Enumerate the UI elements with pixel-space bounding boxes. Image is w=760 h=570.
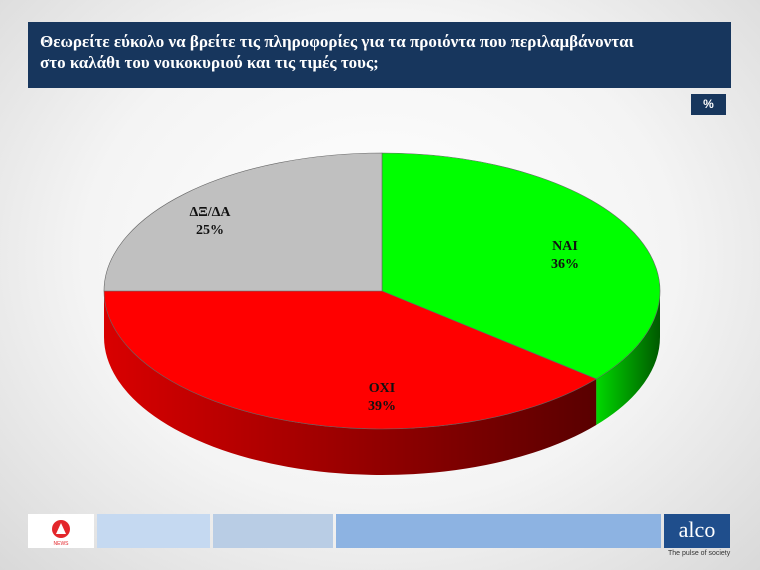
footer-strip-3: [336, 514, 661, 548]
pie-side-1: [104, 291, 597, 475]
slice-label: ΝΑΙ: [552, 239, 578, 254]
slice-value-label: 25%: [196, 223, 224, 238]
pie-slice-ΔΞ/ΔΑ: [103, 152, 383, 292]
alco-logo: alco: [664, 514, 730, 548]
pie-side-0: [596, 291, 660, 425]
unit-badge: %: [691, 94, 726, 115]
svg-text:NEWS: NEWS: [54, 541, 70, 547]
chart-title-line-1: Θεωρείτε εύκολο να βρείτε τις πληροφορίε…: [40, 32, 634, 51]
slice-value-label: 39%: [368, 399, 396, 414]
slice-label: ΟΧΙ: [369, 381, 395, 396]
pie-slice-ΟΧΙ: [103, 290, 597, 430]
alco-tagline: The pulse of society: [668, 550, 731, 557]
slice-label: ΔΞ/ΔΑ: [189, 205, 231, 220]
news-logo: NEWS: [28, 514, 94, 548]
slice-value-label: 36%: [551, 257, 579, 272]
pie-chart: ΝΑΙ 36% ΟΧΙ 39% ΔΞ/ΔΑ 25%: [103, 152, 661, 475]
chart-title-line-2: στο καλάθι του νοικοκυριού και τις τιμές…: [40, 53, 379, 72]
pie-slice-ΝΑΙ: [381, 152, 661, 380]
news-logo-icon: NEWS: [52, 520, 70, 547]
chart-title: Θεωρείτε εύκολο να βρείτε τις πληροφορίε…: [28, 22, 731, 88]
footer-strip-2: [213, 514, 333, 548]
footer-strip-1: [97, 514, 210, 548]
